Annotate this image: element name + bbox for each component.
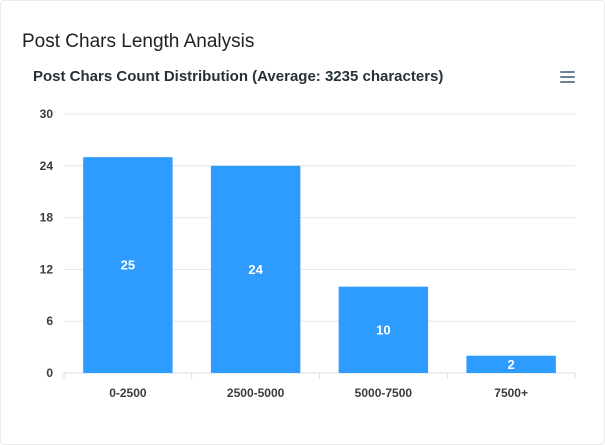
bar [466,355,556,373]
y-tick-label: 12 [40,262,54,276]
bar-data-label: 2 [508,357,515,372]
x-tick-label: 7500+ [494,386,528,400]
chart-title: Post Chars Count Distribution (Average: … [33,68,444,85]
bar [338,286,429,373]
y-tick-label: 18 [40,211,54,225]
x-tick-label: 2500-5000 [227,386,285,400]
y-tick-label: 24 [40,159,54,173]
bar [83,157,173,373]
menu-line [560,71,575,73]
card-title: Post Chars Length Analysis [22,31,255,52]
x-tick-label: 5000-7500 [355,386,413,400]
y-tick-label: 0 [46,366,53,380]
bar-data-label: 24 [248,262,263,277]
bar [210,165,301,373]
menu-line [560,76,575,78]
hamburger-menu-icon[interactable] [559,69,577,85]
x-tick-label: 0-2500 [109,386,147,400]
bar-data-label: 25 [121,258,135,273]
bar-data-label: 10 [376,322,390,337]
menu-line [560,81,575,83]
y-tick-label: 6 [46,314,53,328]
y-tick-label: 30 [40,107,54,121]
